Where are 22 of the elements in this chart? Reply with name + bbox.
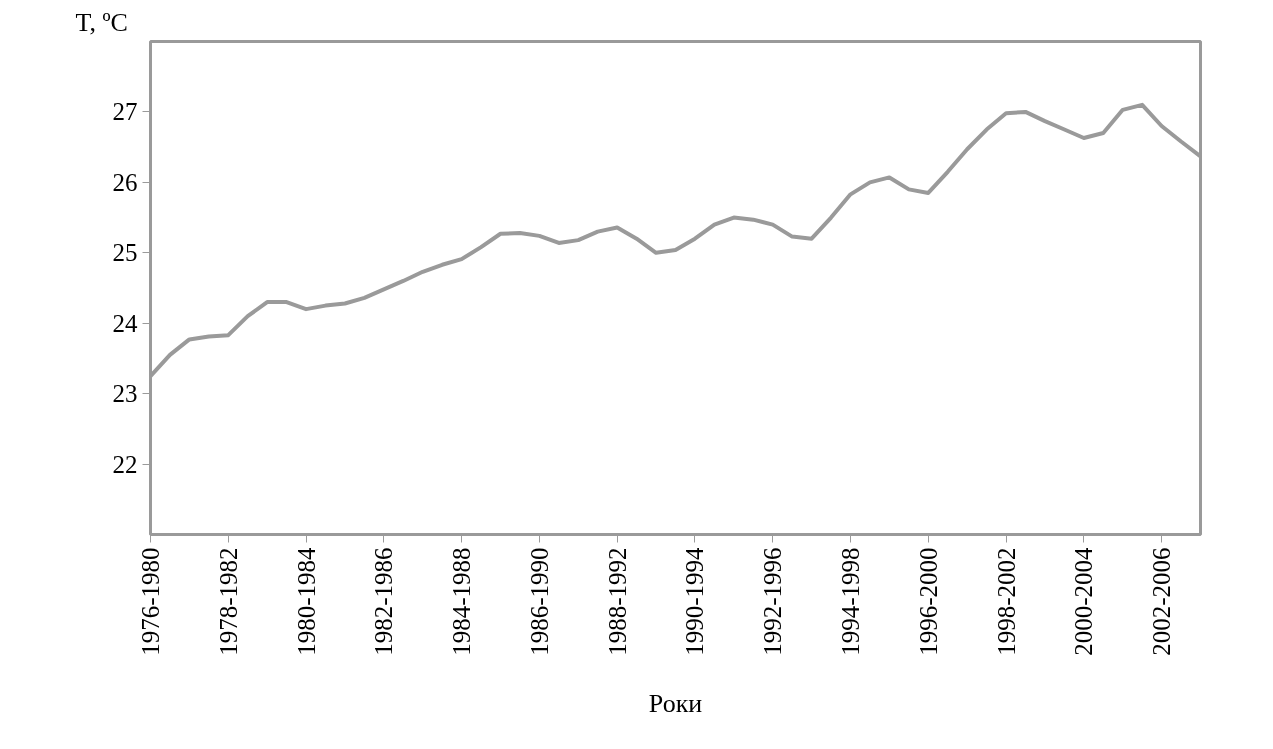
x-tick-label: 1994-1998: [837, 547, 864, 656]
y-tick-label: 23: [112, 380, 138, 408]
x-tick-label: 1982-1986: [370, 547, 398, 656]
x-tick-label: 1990-1994: [681, 547, 709, 656]
y-tick-label: 27: [112, 98, 138, 126]
y-tick-label: 24: [112, 309, 138, 337]
x-tick-label: 2000-2004: [1070, 547, 1098, 656]
x-axis-title: Роки: [648, 688, 703, 718]
y-axis-title: T, ºC: [75, 7, 128, 37]
x-tick-label: 2002-2006: [1148, 547, 1176, 656]
x-tick-label: 1998-2002: [992, 547, 1020, 656]
x-tick-label: 1976-1980: [137, 547, 164, 656]
x-tick-label: 1984-1988: [448, 547, 476, 656]
x-tick-label: 1980-1984: [292, 547, 320, 656]
y-tick-label: 22: [112, 450, 138, 478]
x-tick-label: 1996-2000: [914, 547, 942, 656]
y-tick-label: 25: [112, 239, 138, 267]
x-tick-label: 1978-1982: [214, 547, 242, 656]
x-tick-label: 1992-1996: [759, 547, 787, 656]
x-tick-label: 1986-1990: [525, 547, 553, 656]
y-tick-label: 26: [112, 168, 138, 196]
x-tick-label: 1988-1992: [603, 547, 631, 656]
